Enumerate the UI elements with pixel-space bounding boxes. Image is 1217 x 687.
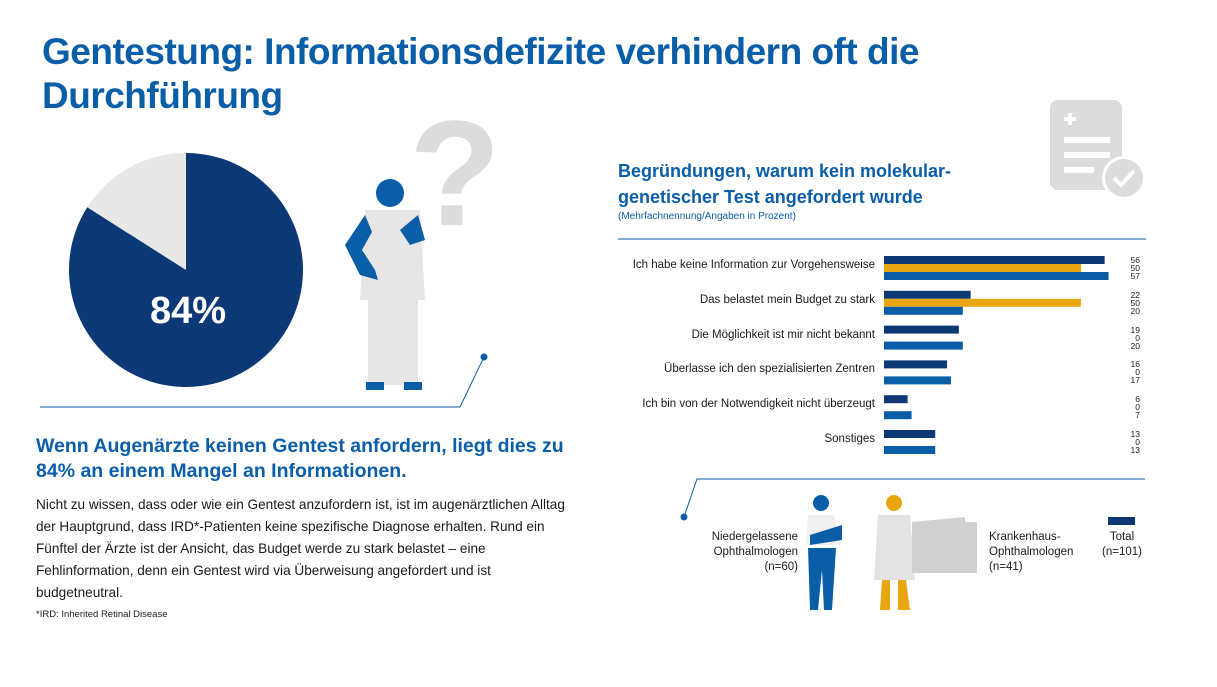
legend-niedergelassen: Niedergelassene Ophthalmologen (n=60) (711, 531, 798, 573)
pie-slice-rest (87, 153, 186, 270)
bar-chart (884, 256, 1109, 454)
divider-line-left (40, 356, 485, 408)
category-label: Das belastet mein Budget zu stark (699, 293, 875, 306)
value-label: 13 (1130, 445, 1140, 455)
value-label: 0 (1135, 332, 1140, 343)
value-label: 6 (1135, 394, 1140, 405)
bar (884, 360, 948, 369)
question-mark-icon: ? (409, 89, 501, 257)
pie-value-label: 84% (150, 290, 227, 332)
bar (884, 290, 971, 299)
bar (884, 264, 1081, 272)
value-label: 16 (1130, 359, 1140, 370)
bar (884, 325, 959, 334)
legend-total-swatch (1108, 517, 1135, 525)
value-label: 22 (1130, 289, 1140, 300)
value-label: 17 (1130, 375, 1140, 386)
value-label: 56 (1130, 255, 1140, 265)
value-label: 0 (1135, 367, 1140, 378)
bar (884, 411, 912, 420)
bar (884, 306, 963, 315)
bar (884, 298, 1081, 307)
bar (884, 256, 1105, 264)
legend-total-n: (n=101) (1102, 546, 1142, 558)
category-label: Die Möglichkeit ist mir nicht bekannt (691, 328, 875, 341)
bar (884, 430, 936, 438)
category-label: Ich habe keine Information zur Vorgehens… (632, 259, 875, 271)
footnote: *IRD: Inherited Retinal Disease (36, 609, 168, 620)
bar (884, 341, 963, 350)
bar (884, 376, 951, 385)
category-label: Überlasse ich den spezialisierten Zentre… (664, 363, 875, 376)
value-label: 13 (1130, 429, 1140, 439)
page-title: Gentestung: Informationsdefizite verhind… (42, 31, 919, 116)
chart-title: Begründungen, warum kein molekular-genet… (618, 161, 952, 207)
krankenhaus-doctor-icon (874, 495, 915, 610)
pie-chart (68, 153, 304, 388)
bar (884, 395, 908, 404)
category-label: Sonstiges (824, 433, 875, 445)
value-label: 50 (1130, 263, 1140, 273)
legend-krankenhaus: Krankenhaus-Ophthalmologen (n=41) (989, 531, 1074, 573)
niedergelassene-doctor-icon (806, 495, 842, 610)
document-check-icon (1050, 100, 1146, 200)
value-label: 0 (1135, 402, 1140, 413)
chart-subtitle: (Mehrfachnennung/Angaben in Prozent) (618, 211, 796, 222)
doctor-thinking-icon (345, 179, 425, 390)
body-text: Nicht zu wissen, dass oder wie ein Gente… (36, 497, 565, 600)
value-label: 20 (1130, 305, 1140, 316)
value-label: 0 (1135, 437, 1140, 447)
value-label: 20 (1130, 340, 1140, 351)
value-label: 7 (1135, 410, 1140, 421)
value-label: 50 (1130, 297, 1140, 308)
lead-text: Wenn Augenärzte keinen Gentest anfordern… (36, 435, 564, 482)
category-label: Ich bin von der Notwendigkeit nicht über… (642, 398, 875, 411)
pie-slice-main (68, 153, 304, 388)
bar (884, 272, 1109, 280)
hospital-building-icon (912, 517, 977, 573)
value-label: 19 (1130, 324, 1140, 335)
value-label: 57 (1130, 271, 1140, 281)
bar (884, 446, 936, 454)
divider-line-right (683, 478, 1145, 518)
legend-total: Total (1109, 531, 1135, 543)
